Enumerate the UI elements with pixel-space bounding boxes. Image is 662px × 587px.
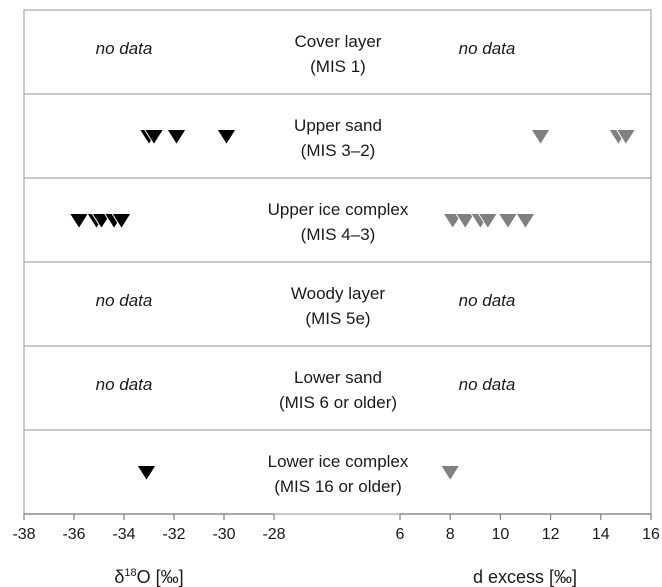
layer-name: Lower sand bbox=[294, 368, 382, 387]
d18O-point bbox=[143, 129, 165, 146]
layer-name: Lower ice complex bbox=[268, 452, 409, 471]
right-tick-label: 10 bbox=[492, 526, 510, 543]
layer-period: (MIS 5e) bbox=[305, 309, 370, 328]
dexcess-point bbox=[530, 129, 551, 146]
dexcess-point bbox=[515, 213, 536, 230]
right-tick-label: 12 bbox=[542, 526, 560, 543]
left-tick-label: -36 bbox=[62, 526, 85, 543]
d18O-point bbox=[68, 213, 90, 230]
axes: -38 -36 -34 -32 -30 -28 6 8 10 12 14 16 bbox=[12, 513, 660, 543]
no-data-d18O: no data bbox=[96, 375, 153, 394]
layer-rows: Cover layer (MIS 1) no data no data Upper sa… bbox=[23, 9, 652, 515]
no-data-dexcess: no data bbox=[459, 39, 516, 58]
data-markers bbox=[68, 129, 637, 482]
no-data-d18O: no data bbox=[96, 291, 153, 310]
right-tick-label: 14 bbox=[592, 526, 610, 543]
layer-period: (MIS 6 or older) bbox=[279, 393, 397, 412]
right-tick-label: 8 bbox=[446, 526, 455, 543]
right-tick-label: 6 bbox=[396, 526, 405, 543]
dexcess-point bbox=[454, 213, 476, 230]
layer-period: (MIS 3–2) bbox=[301, 141, 376, 160]
d18O-point bbox=[91, 213, 112, 230]
dexcess-point bbox=[442, 213, 464, 230]
right-tick-label: 16 bbox=[642, 526, 660, 543]
left-tick-label: -30 bbox=[212, 526, 235, 543]
right-axis-title: d excess [‰] bbox=[473, 567, 577, 587]
no-data-dexcess: no data bbox=[459, 291, 516, 310]
layer-name: Upper sand bbox=[294, 116, 382, 135]
no-data-dexcess: no data bbox=[459, 375, 516, 394]
d18O-point bbox=[111, 213, 132, 230]
dexcess-point bbox=[477, 213, 499, 230]
layer-period: (MIS 16 or older) bbox=[274, 477, 402, 496]
d18O-point bbox=[166, 129, 187, 146]
layer-period: (MIS 1) bbox=[310, 57, 366, 76]
left-tick-label: -38 bbox=[12, 526, 35, 543]
layer-period: (MIS 4–3) bbox=[301, 225, 376, 244]
d18O-point bbox=[136, 465, 157, 482]
layer-name: Cover layer bbox=[295, 32, 382, 51]
left-tick-label: -34 bbox=[112, 526, 135, 543]
no-data-d18O: no data bbox=[96, 39, 153, 58]
left-tick-label: -32 bbox=[162, 526, 185, 543]
dexcess-point bbox=[497, 213, 519, 230]
left-tick-label: -28 bbox=[262, 526, 285, 543]
layer-name: Woody layer bbox=[291, 284, 386, 303]
dexcess-point bbox=[439, 465, 461, 482]
layer-name: Upper ice complex bbox=[268, 200, 409, 219]
left-axis-title: δ18O [‰] bbox=[114, 567, 183, 587]
dexcess-point bbox=[615, 129, 637, 146]
d18O-point bbox=[216, 129, 237, 146]
